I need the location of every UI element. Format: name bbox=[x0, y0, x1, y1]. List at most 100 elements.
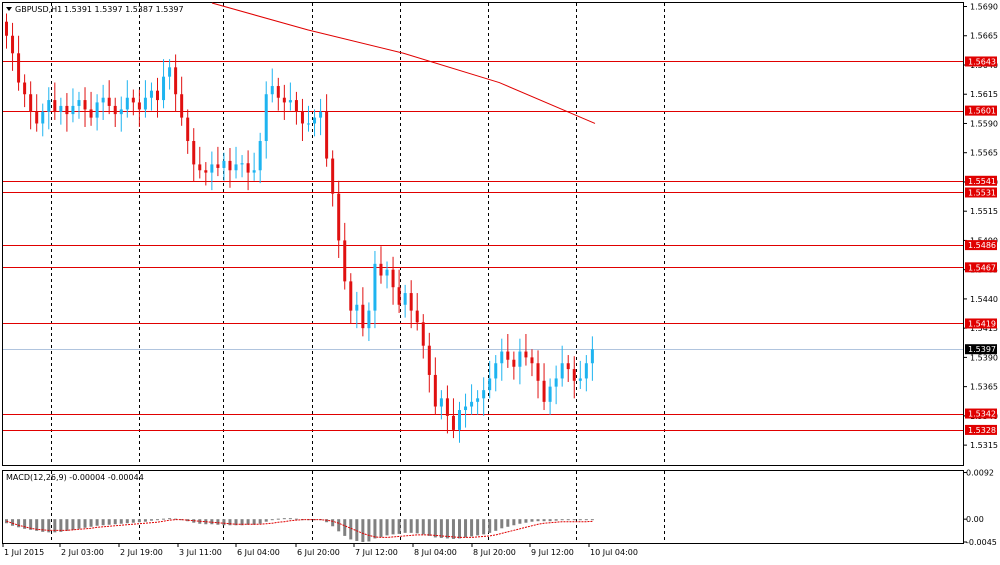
macd-label: MACD(12,26,9) -0.00004 -0.00044 bbox=[6, 473, 144, 482]
macd-bar bbox=[530, 519, 534, 522]
candle-body bbox=[35, 111, 39, 124]
candle-body bbox=[234, 164, 238, 171]
candlesticks bbox=[5, 13, 594, 443]
macd-bar bbox=[246, 519, 250, 525]
candle-body bbox=[415, 310, 419, 323]
macd-bar bbox=[355, 519, 359, 541]
macd-bar bbox=[156, 519, 159, 521]
candle-body bbox=[59, 105, 63, 112]
candle-body bbox=[470, 401, 474, 407]
price-tick-label: 1.5565 bbox=[970, 149, 998, 158]
macd-bar bbox=[83, 519, 87, 528]
candle-body bbox=[65, 105, 69, 115]
candle-body bbox=[494, 363, 498, 379]
level-price-label: 1.5328 bbox=[968, 426, 996, 435]
macd-bar bbox=[23, 519, 27, 529]
macd-bar bbox=[65, 519, 69, 531]
candle-body bbox=[137, 102, 141, 110]
candle-body bbox=[542, 380, 546, 402]
candle-body bbox=[71, 105, 75, 115]
macd-indicator bbox=[5, 518, 594, 542]
macd-bar bbox=[186, 519, 190, 522]
macd-bar bbox=[512, 519, 516, 526]
candle-body bbox=[590, 349, 594, 364]
candle-body bbox=[554, 378, 558, 387]
macd-bar bbox=[367, 519, 371, 542]
candle-body bbox=[174, 67, 178, 95]
level-price-tag bbox=[965, 262, 997, 273]
candle-body bbox=[192, 141, 196, 165]
candle-body bbox=[313, 117, 317, 124]
time-tick-label: 1 Jul 2015 bbox=[4, 548, 44, 557]
macd-bar bbox=[518, 519, 522, 524]
level-price-tag bbox=[965, 105, 997, 116]
macd-bar bbox=[488, 519, 492, 533]
macd-bar bbox=[584, 519, 588, 521]
candle-body bbox=[300, 111, 304, 124]
macd-bar bbox=[77, 519, 81, 529]
price-tick-label: 1.5365 bbox=[970, 383, 998, 392]
time-axis: 1 Jul 2015 2 Jul 03:00 2 Jul 19:00 3 Jul 11… bbox=[2, 543, 638, 557]
candle-body bbox=[476, 398, 480, 402]
candle-body bbox=[325, 111, 329, 159]
current-price-tag bbox=[965, 344, 997, 355]
candle-body bbox=[264, 94, 268, 142]
candle-body bbox=[397, 287, 401, 305]
candle-body bbox=[41, 111, 45, 124]
candle-body bbox=[113, 105, 117, 115]
macd-bar bbox=[240, 519, 244, 526]
time-tick-label: 8 Jul 20:00 bbox=[473, 548, 516, 557]
candle-body bbox=[258, 141, 262, 171]
macd-bar bbox=[548, 519, 552, 522]
candle-body bbox=[149, 90, 153, 98]
macd-bar bbox=[216, 519, 220, 525]
candle-body bbox=[198, 164, 202, 171]
time-tick-label: 2 Jul 19:00 bbox=[120, 548, 163, 557]
macd-bar bbox=[59, 519, 63, 532]
candle-body bbox=[294, 100, 298, 112]
level-price-label: 1.5643 bbox=[968, 57, 996, 66]
macd-bar bbox=[228, 519, 232, 526]
candle-body bbox=[427, 345, 431, 375]
candle-body bbox=[270, 86, 274, 95]
macd-bar bbox=[542, 519, 546, 522]
candle-body bbox=[560, 363, 564, 379]
macd-tick-label: -0.0045 bbox=[966, 538, 997, 547]
macd-bar bbox=[464, 519, 468, 538]
macd-bar bbox=[476, 519, 480, 536]
candle-body bbox=[464, 406, 468, 411]
level-price-tag bbox=[965, 56, 997, 67]
candle-body bbox=[89, 109, 93, 118]
time-tick-label: 2 Jul 03:00 bbox=[61, 548, 104, 557]
level-price-tag bbox=[965, 240, 997, 251]
candle-body bbox=[433, 374, 437, 407]
price-tick-label: 1.5515 bbox=[970, 207, 998, 216]
candle-body bbox=[131, 97, 135, 103]
price-tick-label: 1.5390 bbox=[970, 353, 998, 362]
macd-bar bbox=[264, 519, 268, 522]
macd-bar bbox=[482, 519, 486, 535]
candle-body bbox=[578, 378, 582, 381]
macd-bar bbox=[288, 518, 292, 520]
chart-menu-triangle-icon[interactable] bbox=[6, 7, 12, 11]
candle-body bbox=[548, 386, 552, 402]
price-axis: 1.56901.56651.56401.56151.55901.55651.55… bbox=[963, 3, 998, 547]
candle-body bbox=[119, 109, 123, 115]
macd-bar bbox=[494, 519, 498, 531]
macd-bar bbox=[427, 519, 431, 536]
level-price-label: 1.5601 bbox=[968, 107, 996, 116]
candle-body bbox=[451, 415, 455, 430]
candle-body bbox=[421, 322, 425, 346]
macd-tick-label: 0.0092 bbox=[966, 469, 994, 478]
candle-body bbox=[572, 369, 576, 381]
candle-body bbox=[101, 97, 105, 103]
time-tick-label: 3 Jul 11:00 bbox=[179, 548, 222, 557]
price-tick-label: 1.5315 bbox=[970, 441, 998, 450]
candle-body bbox=[536, 363, 540, 381]
candle-body bbox=[23, 82, 27, 95]
macd-bar bbox=[270, 519, 274, 521]
macd-bar bbox=[107, 519, 111, 525]
candle-body bbox=[512, 359, 516, 367]
candle-body bbox=[156, 90, 159, 101]
price-tick-label: 1.5440 bbox=[970, 295, 998, 304]
